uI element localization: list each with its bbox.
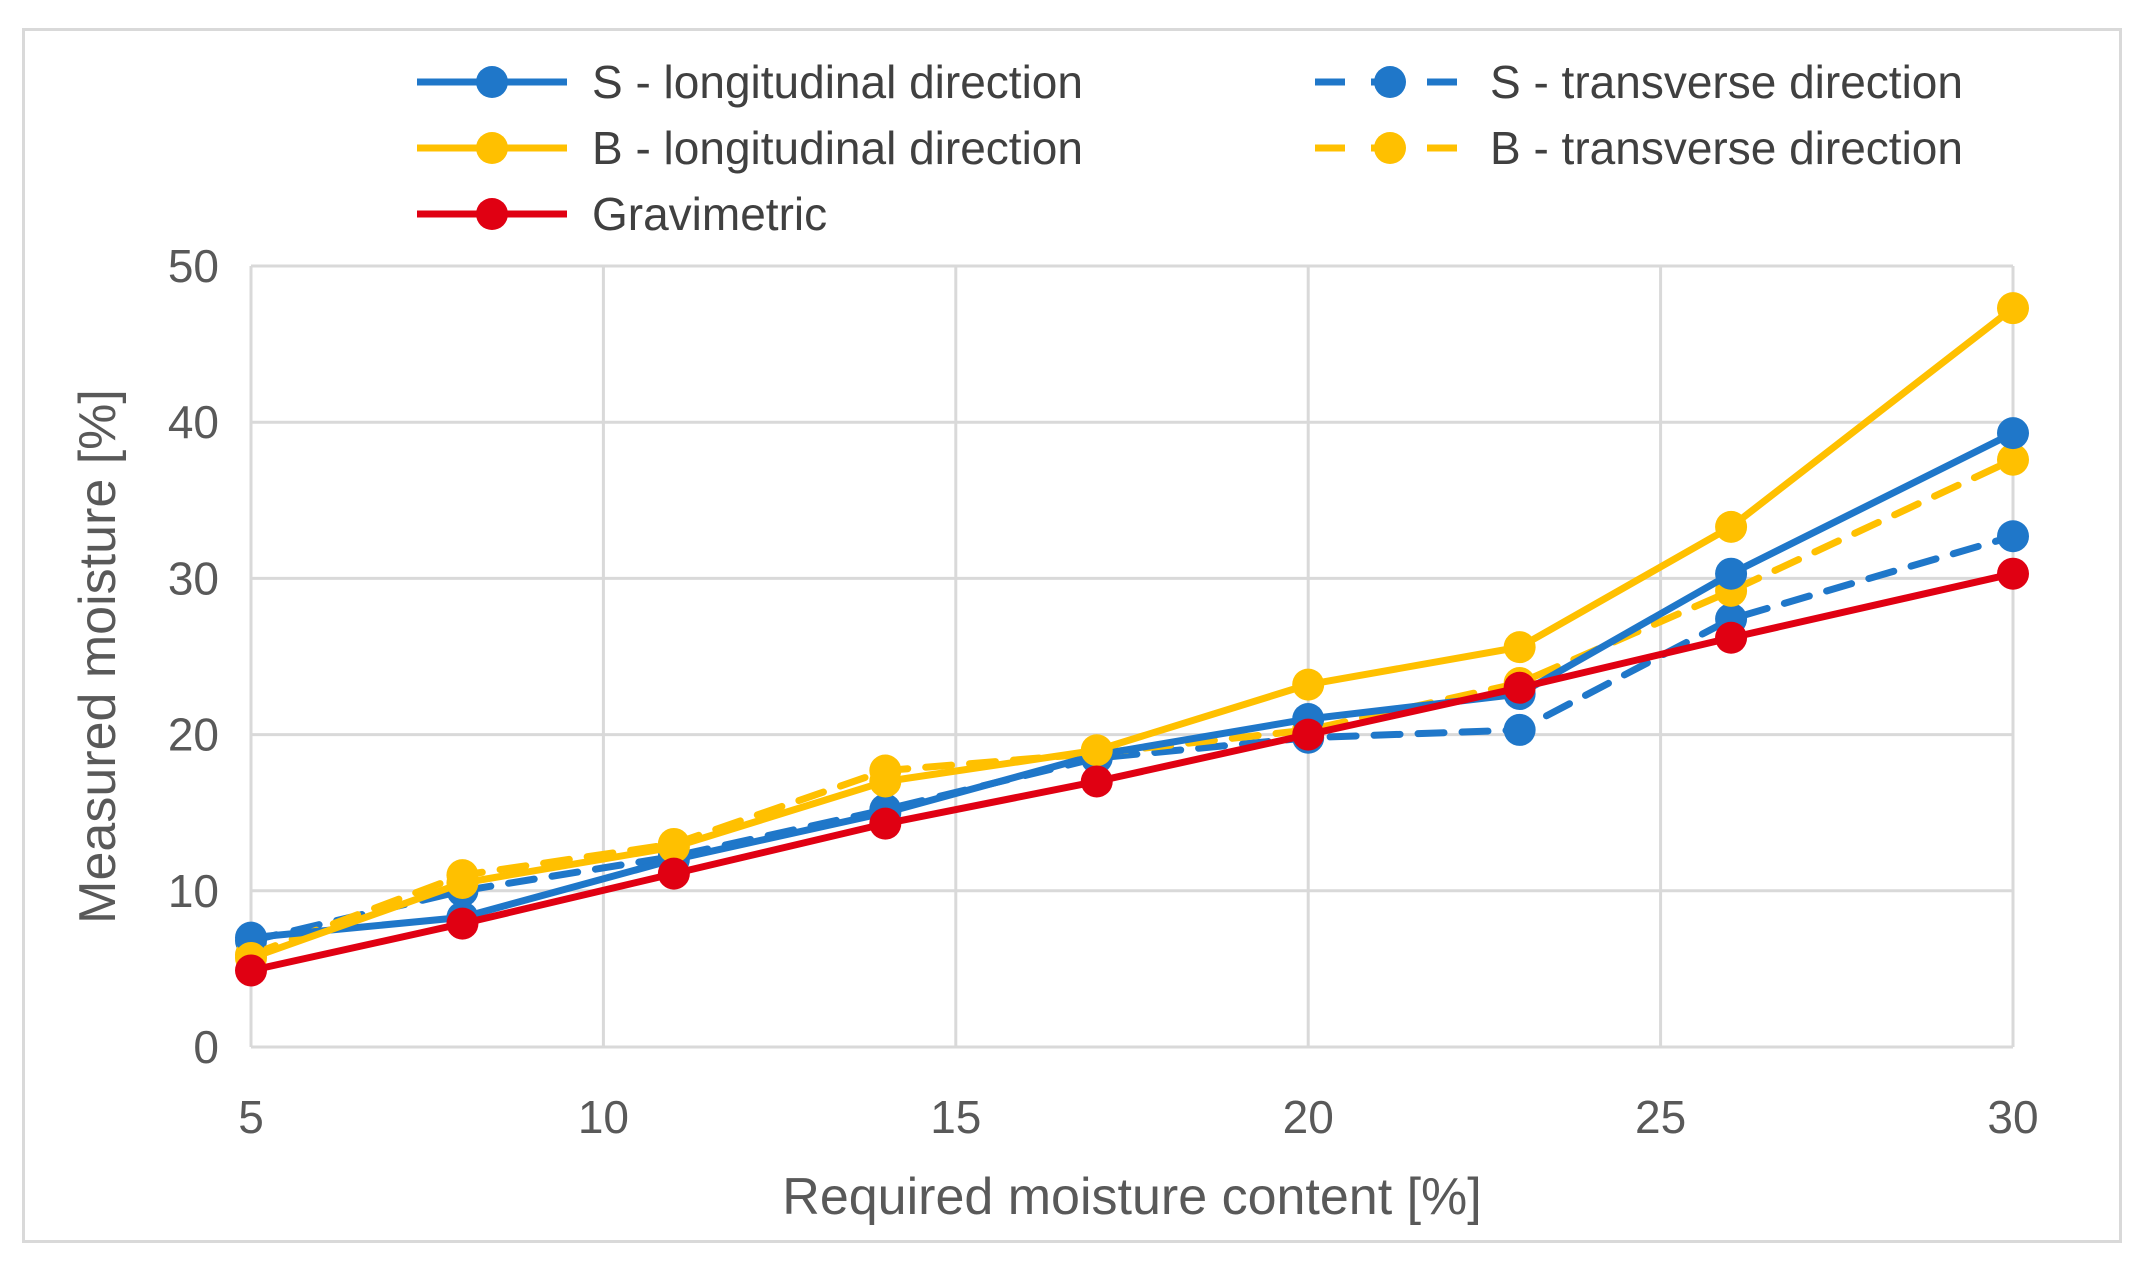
data-point-b-longitudinal-direction <box>1080 734 1113 767</box>
plot-series <box>235 292 2029 987</box>
legend-item-s-transverse-direction: S - transverse direction <box>1315 56 1963 108</box>
x-tick-label: 25 <box>1635 1091 1686 1143</box>
legend-label-s-transverse-direction: S - transverse direction <box>1490 56 1963 108</box>
grid <box>249 264 2015 1049</box>
y-tick-label: 10 <box>168 865 219 917</box>
legend-marker-b-longitudinal-direction <box>476 132 508 164</box>
series-gravimetric <box>235 557 2029 987</box>
data-point-gravimetric <box>1080 765 1113 798</box>
data-point-b-transverse-direction <box>1997 443 2029 476</box>
x-tick-label: 10 <box>578 1091 629 1143</box>
legend-item-gravimetric: Gravimetric <box>417 188 827 240</box>
x-axis-title: Required moisture content [%] <box>782 1168 1481 1226</box>
y-tick-label: 50 <box>168 240 219 292</box>
data-point-s-longitudinal-direction <box>1997 417 2029 450</box>
y-tick-label: 20 <box>168 709 219 761</box>
chart-svg: 0 10 20 30 40 50 5 10 15 20 25 30 S - longitudinal … <box>69 56 2039 1226</box>
legend-label-b-transverse-direction: B - transverse direction <box>1490 122 1963 174</box>
series-line-b-transverse-direction <box>247 456 2017 959</box>
legend-marker-gravimetric <box>476 198 508 230</box>
legend-marker-s-transverse-direction <box>1374 66 1406 98</box>
data-point-s-transverse-direction <box>1503 713 1536 746</box>
data-point-s-transverse-direction <box>1997 520 2029 553</box>
y-tick-label: 40 <box>168 396 219 448</box>
y-axis-title: Measured moisture [%] <box>69 389 127 924</box>
legend-label-s-longitudinal-direction: S - longitudinal direction <box>592 56 1083 108</box>
axes: 0 10 20 30 40 50 5 10 15 20 25 30 <box>168 240 2039 1143</box>
series-line-gravimetric <box>247 570 2017 974</box>
legend: S - longitudinal direction B - longitudin… <box>417 56 1963 240</box>
data-point-gravimetric <box>1997 557 2029 590</box>
data-point-b-longitudinal-direction <box>657 831 690 864</box>
data-point-b-longitudinal-direction <box>869 765 902 798</box>
data-point-gravimetric <box>446 907 479 940</box>
data-point-gravimetric <box>235 954 267 987</box>
data-point-gravimetric <box>1715 621 1748 654</box>
data-point-b-longitudinal-direction <box>446 866 479 899</box>
legend-marker-s-longitudinal-direction <box>476 66 508 98</box>
x-tick-label: 20 <box>1283 1091 1334 1143</box>
data-point-gravimetric <box>869 807 902 840</box>
x-tick-label: 15 <box>930 1091 981 1143</box>
data-point-b-longitudinal-direction <box>1503 631 1536 664</box>
legend-item-s-longitudinal-direction: S - longitudinal direction <box>417 56 1083 108</box>
legend-item-b-transverse-direction: B - transverse direction <box>1315 122 1963 174</box>
y-tick-label: 0 <box>193 1021 219 1073</box>
y-tick-label: 30 <box>168 552 219 604</box>
data-point-b-longitudinal-direction <box>1715 510 1748 543</box>
legend-marker-b-transverse-direction <box>1374 132 1406 164</box>
x-tick-label: 30 <box>1987 1091 2038 1143</box>
data-point-gravimetric <box>1292 718 1325 751</box>
data-point-b-longitudinal-direction <box>1997 292 2029 325</box>
chart-frame: 0 10 20 30 40 50 5 10 15 20 25 30 S - longitudinal … <box>22 28 2122 1243</box>
legend-item-b-longitudinal-direction: B - longitudinal direction <box>417 122 1083 174</box>
data-point-gravimetric <box>1503 671 1536 704</box>
x-tick-label: 5 <box>238 1091 264 1143</box>
data-point-gravimetric <box>657 857 690 890</box>
data-point-b-longitudinal-direction <box>1292 668 1325 701</box>
legend-label-gravimetric: Gravimetric <box>592 188 827 240</box>
data-point-s-longitudinal-direction <box>1715 557 1748 590</box>
legend-label-b-longitudinal-direction: B - longitudinal direction <box>592 122 1083 174</box>
